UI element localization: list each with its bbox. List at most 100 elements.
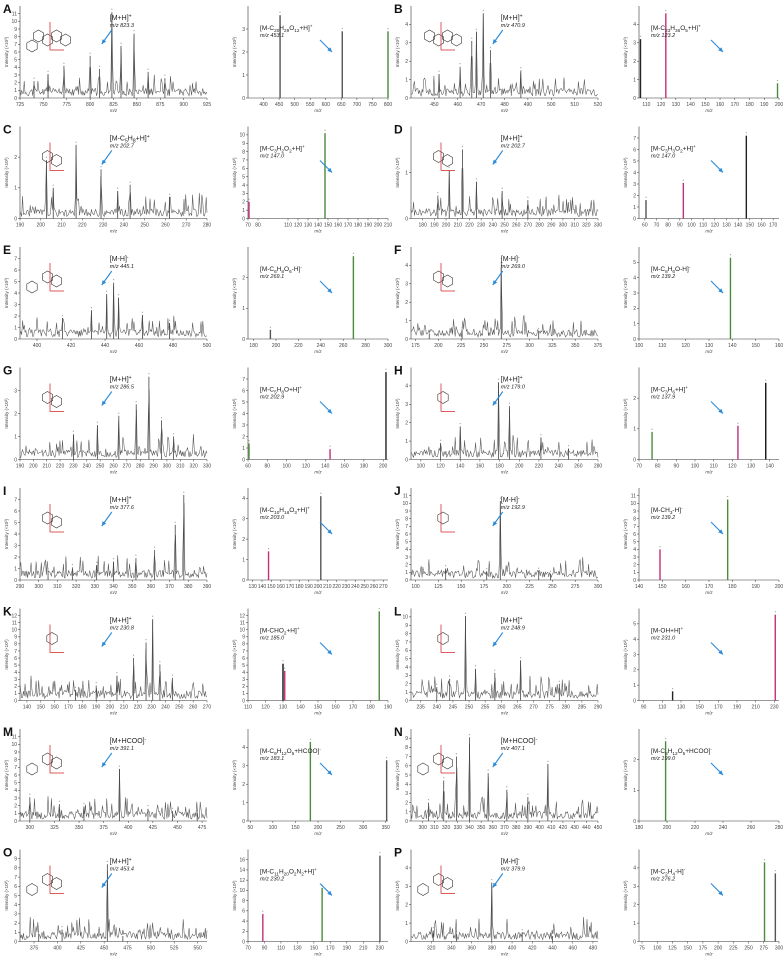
panel-I-product-xlabel: m/z [314, 590, 322, 595]
panel-E-precursor-ytick-label: 2 [14, 314, 17, 320]
panel-K-precursor-xtick-label: 220 [134, 705, 143, 711]
panel-I-precursor-ytick-label: 5 [14, 520, 17, 526]
panel-A-precursor-peak-marker: * [89, 51, 91, 56]
panel-L-product-ytick-label: 5 [633, 622, 636, 628]
panel-F-precursor-ytick-label: 4 [405, 263, 408, 269]
panel-K-product-ytick-label: 4 [242, 670, 245, 676]
panel-G-product-ytick-label: 5 [242, 400, 245, 406]
panel-F-product-ytick-label: 1 [633, 321, 636, 327]
panel-L-precursor-ion-label: [M+H]+ [501, 616, 523, 624]
panel-B-precursor-peak-marker: * [471, 36, 473, 41]
panel-C-precursor-ytick-label: 0 [14, 216, 17, 222]
panel-L-precursor-xtick-label: 265 [513, 705, 522, 711]
panel-O-precursor-spectrum-trace [19, 870, 208, 941]
panel-A-precursor-ytick-label: 11 [12, 11, 17, 17]
panel-A-precursor-ytick-label: 2 [14, 80, 17, 86]
panel-O-product-ytick-label: 4 [242, 919, 245, 925]
panel-I-product-xtick-label: 210 [323, 584, 332, 590]
panel-G-ring [42, 391, 53, 404]
panel-B-product-peak-marker: * [665, 8, 667, 13]
panel-N-precursor-peak-marker: * [469, 732, 471, 737]
panel-B-product-xtick-label: 140 [686, 102, 695, 108]
panel-K-precursor-xtick-label: 240 [161, 705, 170, 711]
panel-C-precursor-peak-marker: * [75, 140, 77, 145]
panel-G-precursor-ylabel: Intensity (×10³) [4, 398, 9, 429]
panel-O-precursor-xtick-label: 500 [147, 946, 156, 952]
panel-K-precursor-ytick-label: 11 [12, 620, 17, 626]
panel-E-precursor-arrow-head [101, 280, 107, 285]
panel-N-precursor-xlabel: m/z [501, 831, 509, 836]
panel-B-precursor-xtick-label: 490 [524, 102, 533, 108]
panel-M-precursor-xtick-label: 450 [173, 825, 182, 831]
panel-M-precursor-peak-marker: * [59, 799, 61, 804]
panel-O-precursor-arrow-head [101, 882, 107, 888]
panel-P-ring [417, 883, 429, 896]
panel-G-precursor-xtick-label: 240 [83, 464, 92, 470]
panel-C-product-ytick-label: 3 [242, 191, 245, 197]
panel-L-product-xtick-label: 110 [658, 705, 666, 711]
panel-H-product-ion-label: [M-C3​H6​+H]+ [651, 385, 688, 394]
panel-C-precursor-xtick-label: 240 [120, 223, 129, 229]
panel-I-precursor-xtick-label: 380 [184, 584, 193, 590]
panel-J-precursor-ytick-label: 1 [405, 570, 408, 576]
panel-J-precursor-xtick-label: 300 [594, 584, 603, 590]
panel-L-precursor-xtick-label: 280 [562, 705, 571, 711]
panel-C-product-xtick-label: 140 [314, 223, 323, 229]
panel-I-precursor-arrow-head [101, 521, 107, 526]
panel-M-precursor-peak-marker: * [196, 808, 198, 813]
panel-A-ring [42, 33, 53, 47]
panel-B-product-ytick-label: 3 [633, 41, 636, 47]
panel-A-precursor-mz: m/z 823.3 [110, 23, 135, 29]
panel-P-product-xtick-label: 200 [714, 946, 723, 952]
panel-D-precursor-xtick-label: 250 [500, 223, 509, 229]
panel-P-precursor-peak-marker: * [456, 929, 458, 934]
panel-D-product-xtick-label: 70 [654, 223, 660, 229]
panel-K-precursor-xtick-label: 190 [92, 705, 101, 711]
panel-J-precursor-xtick-label: 225 [525, 584, 534, 590]
panel-C-precursor-xtick-label: 210 [57, 223, 66, 229]
panel-I-precursor-ytick-label: 2 [14, 555, 17, 561]
panel-H-precursor-peak-marker: * [568, 443, 570, 448]
panel-G-product-xtick-label: 80 [265, 464, 271, 470]
panel-M-precursor-xtick-label: 400 [124, 825, 133, 831]
panel-P-precursor-ytick-label: 3 [405, 884, 408, 890]
panel-B-precursor-ion-label: [M+H]+ [501, 14, 523, 22]
panel-N-ring [442, 756, 453, 770]
panel-P-precursor-xtick-label: 420 [528, 946, 537, 952]
panel-P-product-ytick-label: 3 [633, 884, 636, 890]
panel-G-precursor-peak-marker: * [148, 372, 150, 377]
panel-I-precursor-ion-label: [M+H]+ [110, 496, 132, 504]
panel-D-product-xtick-label: 90 [677, 223, 683, 229]
panel-H-precursor-xtick-label: 180 [495, 464, 504, 470]
panel-G-product-xtick-label: 140 [321, 464, 330, 470]
panel-C-product-ytick-label: 9 [242, 141, 245, 147]
panel-M-product-ytick-label: 4 [242, 745, 245, 751]
panel-F-precursor-peak-marker: * [428, 328, 430, 333]
panel-K-product-xtick-label: 120 [261, 705, 270, 711]
panel-E-product-ylabel: Intensity (×10³) [232, 277, 237, 308]
panel-D-precursor-xtick-label: 210 [454, 223, 463, 229]
panel-H-precursor-xtick-label: 240 [554, 464, 563, 470]
panel-H-product-peak-marker: * [765, 378, 767, 383]
panel-K-product-ytick-label: 6 [242, 656, 245, 662]
panel-K-ring [46, 632, 58, 645]
panel-F-precursor-mz: m/z 269.0 [501, 264, 526, 270]
panel-I-product-xtick-label: 130 [248, 584, 257, 590]
panel-P-product-ytick-label: 0 [633, 939, 636, 945]
panel-L-precursor-xlabel: m/z [501, 711, 509, 716]
panel-P-precursor-xtick-label: 400 [508, 946, 517, 952]
panel-O-precursor-mz: m/z 453.4 [110, 867, 134, 873]
panel-H-precursor-spectrum-trace [410, 382, 599, 459]
panel-N-product-ylabel: Intensity (×10³) [623, 759, 628, 790]
panel-F-precursor-ytick-label: 1 [405, 318, 408, 324]
panel-H-precursor-xtick-label: 140 [456, 464, 465, 470]
panel-A-product-mz: m/z 453.1 [260, 33, 284, 39]
panel-C-precursor-xlabel: m/z [110, 229, 118, 234]
panel-H-precursor-peak-marker: * [459, 421, 461, 426]
panel-B-product-xtick-label: 190 [760, 102, 769, 108]
panel-L-precursor-peak-marker: * [436, 682, 438, 687]
panel-E-product-peak-marker: * [270, 325, 272, 330]
